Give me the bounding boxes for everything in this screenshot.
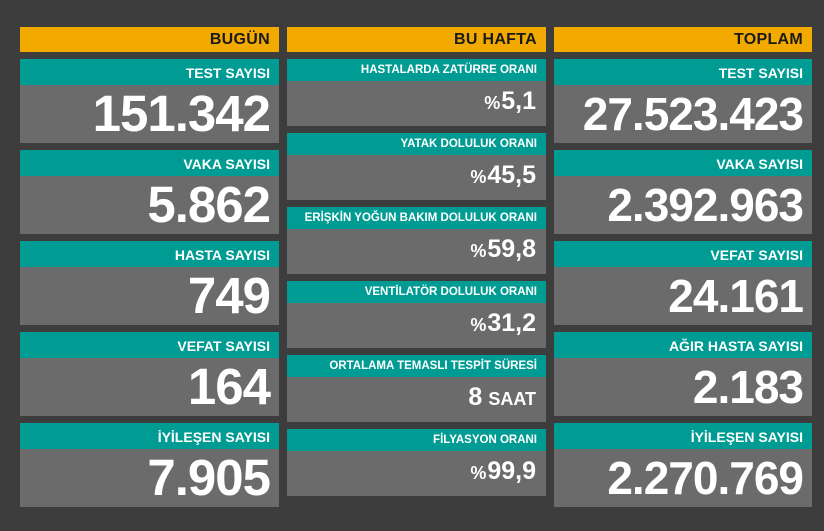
week-bed-number: 45,5 [487,161,536,189]
today-recovered-value: 7.905 [147,449,271,506]
total-test-label: TEST SAYISI [554,59,812,85]
week-filiation-card: FİLYASYON ORANI %99,9 [287,429,546,496]
percent-sign: % [470,315,487,335]
today-case-label: VAKA SAYISI [20,150,279,176]
total-recovered-card: İYİLEŞEN SAYISI 2.270.769 [554,423,812,507]
week-filiation-number: 99,9 [487,457,536,485]
week-pneumonia-value: %5,1 [287,81,546,123]
week-icu-value: %59,8 [287,229,546,271]
today-case-card: VAKA SAYISI 5.862 [20,150,279,234]
week-pneumonia-label: HASTALARDA ZATÜRRE ORANI [287,59,546,81]
total-critical-label: AĞIR HASTA SAYISI [554,332,812,358]
today-case-value: 5.862 [147,176,271,233]
week-bed-card: YATAK DOLULUK ORANI %45,5 [287,133,546,200]
today-death-value: 164 [187,358,271,415]
total-case-card: VAKA SAYISI 2.392.963 [554,150,812,234]
total-header: TOPLAM [554,27,812,52]
week-icu-card: ERİŞKİN YOĞUN BAKIM DOLULUK ORANI %59,8 [287,207,546,274]
today-patient-value: 749 [187,267,271,324]
today-header: BUGÜN [20,27,279,52]
today-test-card: TEST SAYISI 151.342 [20,59,279,143]
total-case-label: VAKA SAYISI [554,150,812,176]
percent-sign: % [470,241,487,261]
today-recovered-label: İYİLEŞEN SAYISI [20,423,279,449]
percent-sign: % [484,93,501,113]
total-column: TOPLAM TEST SAYISI 27.523.423 VAKA SAYIS… [554,27,812,507]
today-death-label: VEFAT SAYISI [20,332,279,358]
week-icu-label: ERİŞKİN YOĞUN BAKIM DOLULUK ORANI [287,207,546,229]
today-recovered-card: İYİLEŞEN SAYISI 7.905 [20,423,279,507]
total-test-card: TEST SAYISI 27.523.423 [554,59,812,143]
week-ventilator-value: %31,2 [287,303,546,345]
week-bed-value: %45,5 [287,155,546,197]
total-critical-value: 2.183 [692,361,804,413]
week-contact-unit: SAAT [488,389,536,409]
total-death-label: VEFAT SAYISI [554,241,812,267]
today-death-card: VEFAT SAYISI 164 [20,332,279,416]
total-case-value: 2.392.963 [607,179,804,231]
week-bed-label: YATAK DOLULUK ORANI [287,133,546,155]
week-contact-value: 8 SAAT [287,377,546,419]
today-patient-card: HASTA SAYISI 749 [20,241,279,325]
percent-sign: % [470,463,487,483]
total-death-value: 24.161 [668,270,804,322]
week-pneumonia-card: HASTALARDA ZATÜRRE ORANI %5,1 [287,59,546,126]
week-contact-number: 8 [468,383,483,411]
week-ventilator-card: VENTİLATÖR DOLULUK ORANI %31,2 [287,281,546,348]
week-filiation-label: FİLYASYON ORANI [287,429,546,451]
week-filiation-value: %99,9 [287,451,546,493]
total-death-card: VEFAT SAYISI 24.161 [554,241,812,325]
today-patient-label: HASTA SAYISI [20,241,279,267]
week-icu-number: 59,8 [487,235,536,263]
total-test-value: 27.523.423 [582,88,804,140]
percent-sign: % [470,167,487,187]
today-column: BUGÜN TEST SAYISI 151.342 VAKA SAYISI 5.… [20,27,279,507]
week-contact-card: ORTALAMA TEMASLI TESPİT SÜRESİ 8 SAAT [287,355,546,422]
week-pneumonia-number: 5,1 [501,87,536,115]
today-test-value: 151.342 [92,85,271,142]
today-test-label: TEST SAYISI [20,59,279,85]
week-ventilator-number: 31,2 [487,309,536,337]
total-critical-card: AĞIR HASTA SAYISI 2.183 [554,332,812,416]
week-ventilator-label: VENTİLATÖR DOLULUK ORANI [287,281,546,303]
week-column: BU HAFTA HASTALARDA ZATÜRRE ORANI %5,1 Y… [287,27,546,496]
total-recovered-label: İYİLEŞEN SAYISI [554,423,812,449]
week-header: BU HAFTA [287,27,546,52]
week-contact-label: ORTALAMA TEMASLI TESPİT SÜRESİ [287,355,546,377]
total-recovered-value: 2.270.769 [607,452,804,504]
